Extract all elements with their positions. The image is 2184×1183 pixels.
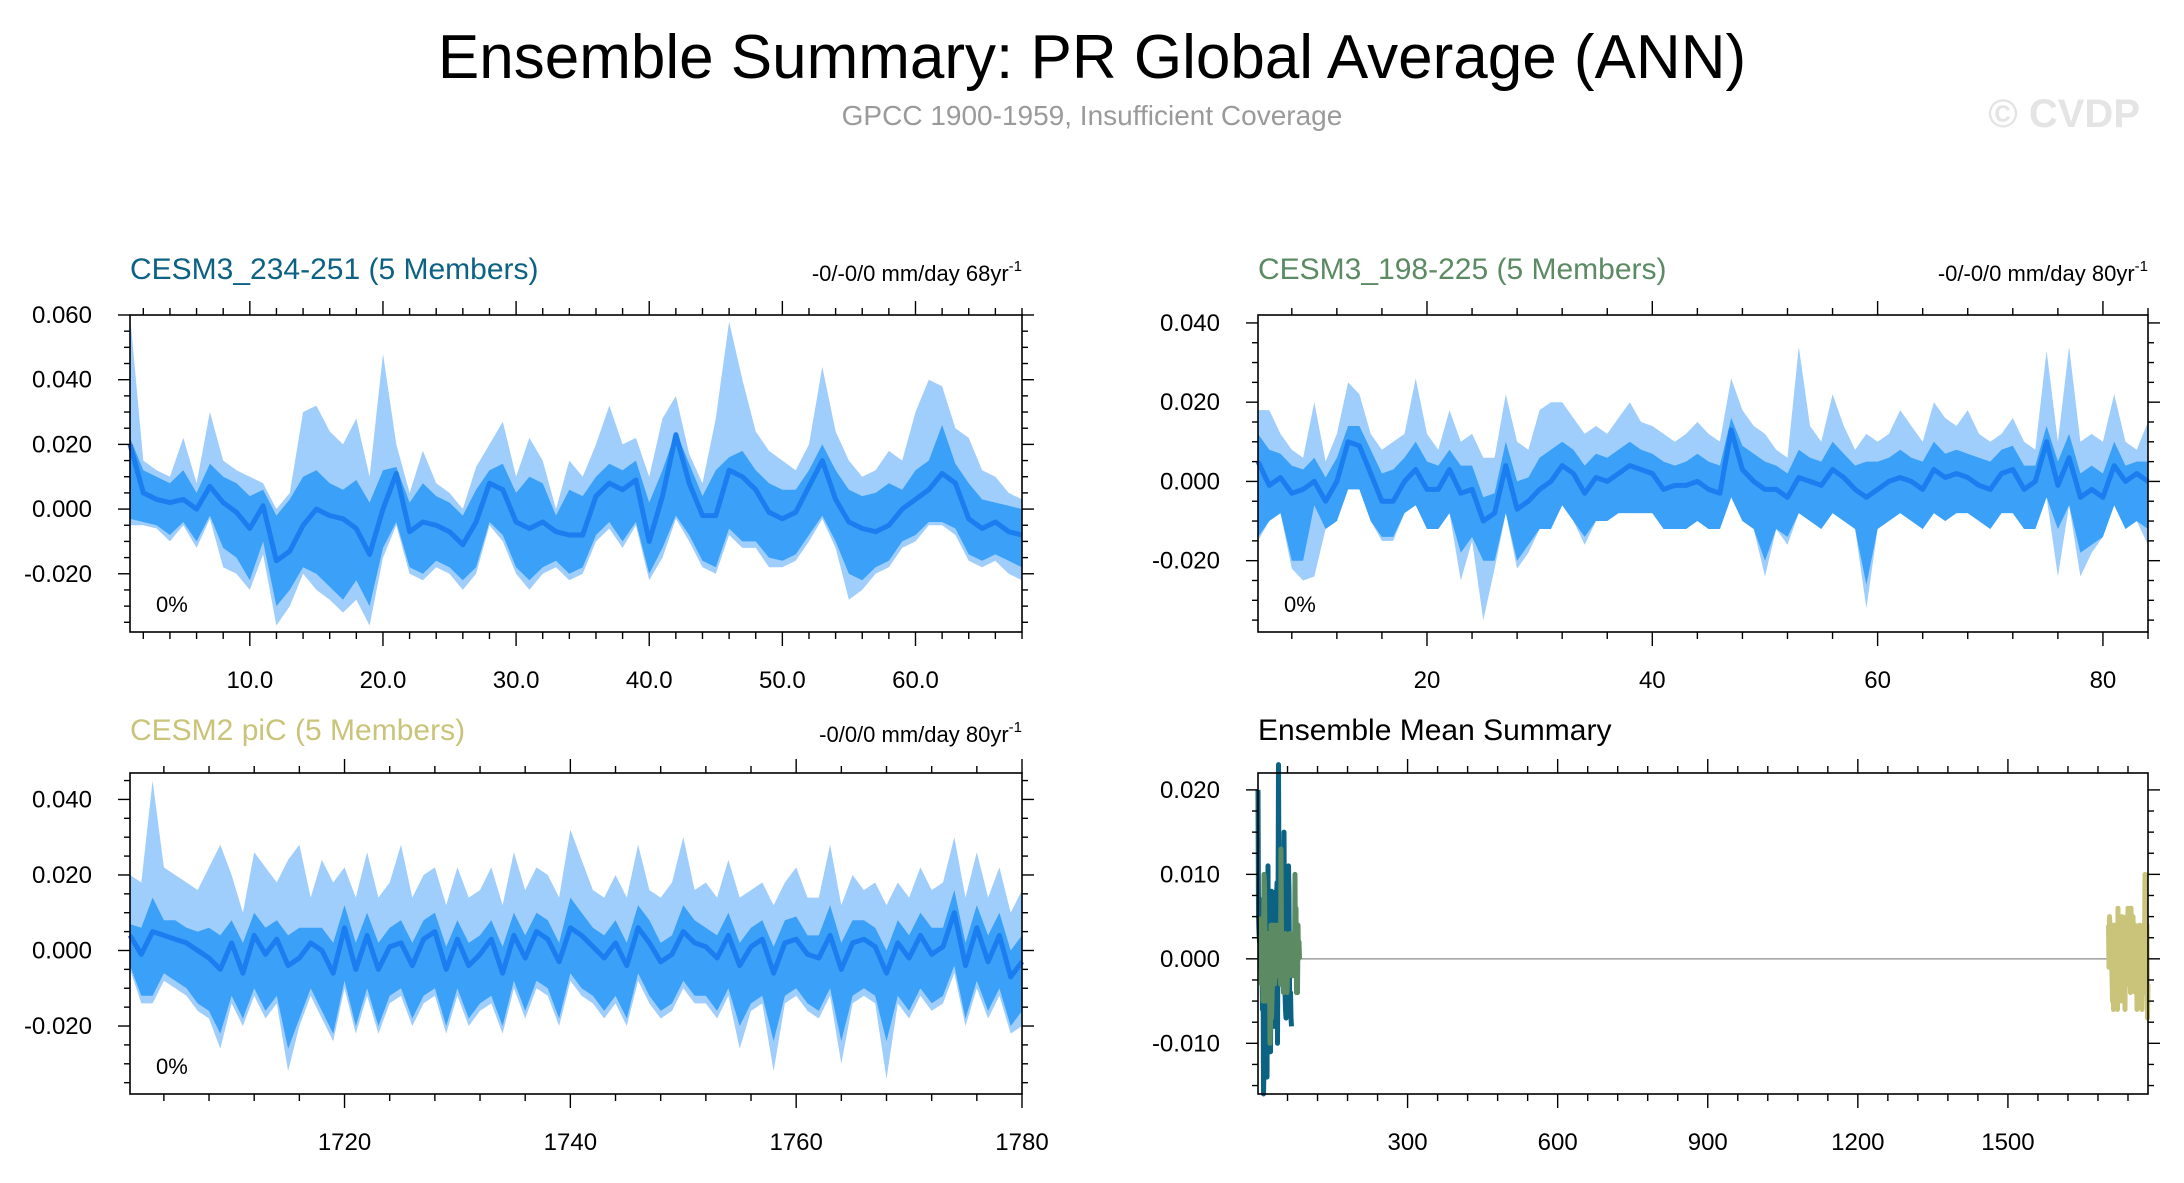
x-tick-label: 1200 [1831, 1129, 1884, 1156]
trend-text: -0/0/0 mm/day 80yr [819, 722, 1009, 747]
y-tick-label: 0.010 [1160, 861, 1220, 888]
x-tick-label: 30.0 [493, 667, 540, 694]
panel-title: CESM2 piC (5 Members) [130, 714, 465, 747]
panel-p4: Ensemble Mean Summary 0.020 0.010 0.000 -0.0… [1152, 714, 2160, 1156]
panel-p1: CESM3_234-251 (5 Members) -0/-0/0 mm/day … [24, 253, 1034, 694]
trend-sup: -1 [1009, 258, 1022, 275]
page-subtitle: GPCC 1900-1959, Insufficient Coverage [841, 100, 1343, 131]
y-tick-label: 0.020 [32, 431, 92, 458]
y-tick-label: -0.020 [24, 561, 92, 588]
panel-p3: CESM2 piC (5 Members) -0/0/0 mm/day 80yr-… [24, 714, 1049, 1156]
plot-frame [129, 772, 1023, 1095]
y-tick-label: 0.020 [1160, 777, 1220, 804]
percent-label: 0% [156, 1054, 188, 1079]
panel-p2: CESM3_198-225 (5 Members) -0/-0/0 mm/day … [1152, 253, 2160, 694]
inner-range-band [1258, 418, 2148, 585]
trend-sup: -1 [1009, 719, 1022, 736]
plot-frame [1257, 314, 2149, 633]
panel-title: Ensemble Mean Summary [1258, 714, 1611, 747]
x-tick-label: 1720 [318, 1129, 371, 1156]
x-tick-label: 1780 [995, 1129, 1048, 1156]
panel-title: CESM3_198-225 (5 Members) [1258, 253, 1667, 286]
inner-range-band [130, 425, 1022, 607]
x-tick-label: 1740 [544, 1129, 597, 1156]
inner-range-band [130, 890, 1022, 1049]
summary-line-p2 [1257, 846, 1302, 1046]
x-tick-label: 20.0 [360, 667, 407, 694]
x-tick-label: 900 [1688, 1129, 1728, 1156]
trend-text: -0/-0/0 mm/day 80yr [1938, 261, 2135, 286]
page-title: Ensemble Summary: PR Global Average (ANN… [437, 23, 1747, 92]
panel-trend-label: -0/-0/0 mm/day 80yr-1 [1938, 258, 2148, 286]
y-tick-label: 0.020 [32, 862, 92, 889]
trend-sup: -1 [2135, 258, 2148, 275]
plot-frame [1257, 772, 2149, 1095]
y-tick-label: -0.010 [1152, 1030, 1220, 1057]
y-tick-label: 0.000 [1160, 946, 1220, 973]
ensemble-mean-line [127, 432, 1023, 564]
summary-line-p3 [2106, 871, 2151, 1021]
summary-line-p1 [1255, 762, 1294, 1097]
x-tick-label: 40 [1639, 667, 1666, 694]
y-tick-label: 0.060 [32, 302, 92, 329]
cvdp-watermark: © CVDP [1988, 92, 2140, 136]
trend-text: -0/-0/0 mm/day 68yr [812, 261, 1009, 286]
y-tick-label: 0.020 [1160, 389, 1220, 416]
ensemble-mean-line [1255, 427, 2150, 524]
x-tick-label: 300 [1388, 1129, 1428, 1156]
panel-trend-label: -0/-0/0 mm/day 68yr-1 [812, 258, 1022, 286]
x-tick-label: 600 [1538, 1129, 1578, 1156]
x-tick-label: 50.0 [759, 667, 806, 694]
x-tick-label: 1760 [769, 1129, 822, 1156]
y-tick-label: -0.020 [24, 1013, 92, 1040]
y-tick-label: 0.000 [32, 937, 92, 964]
x-tick-label: 60.0 [892, 667, 939, 694]
percent-label: 0% [156, 592, 188, 617]
y-tick-label: 0.040 [1160, 310, 1220, 337]
panel-trend-label: -0/0/0 mm/day 80yr-1 [819, 719, 1022, 747]
x-tick-label: 20 [1414, 667, 1441, 694]
y-tick-label: -0.020 [1152, 548, 1220, 575]
x-tick-label: 40.0 [626, 667, 673, 694]
panel-title: CESM3_234-251 (5 Members) [130, 253, 539, 286]
y-tick-label: 0.040 [32, 786, 92, 813]
outer-range-band [130, 315, 1022, 626]
y-tick-label: 0.000 [1160, 468, 1220, 495]
percent-label: 0% [1284, 592, 1316, 617]
y-tick-label: 0.040 [32, 367, 92, 394]
plot-frame [129, 314, 1023, 633]
ensemble-mean-line [127, 910, 1025, 980]
x-tick-label: 60 [1864, 667, 1891, 694]
x-tick-label: 80 [2090, 667, 2117, 694]
x-tick-label: 10.0 [226, 667, 273, 694]
y-tick-label: 0.000 [32, 496, 92, 523]
x-tick-label: 1500 [1981, 1129, 2034, 1156]
